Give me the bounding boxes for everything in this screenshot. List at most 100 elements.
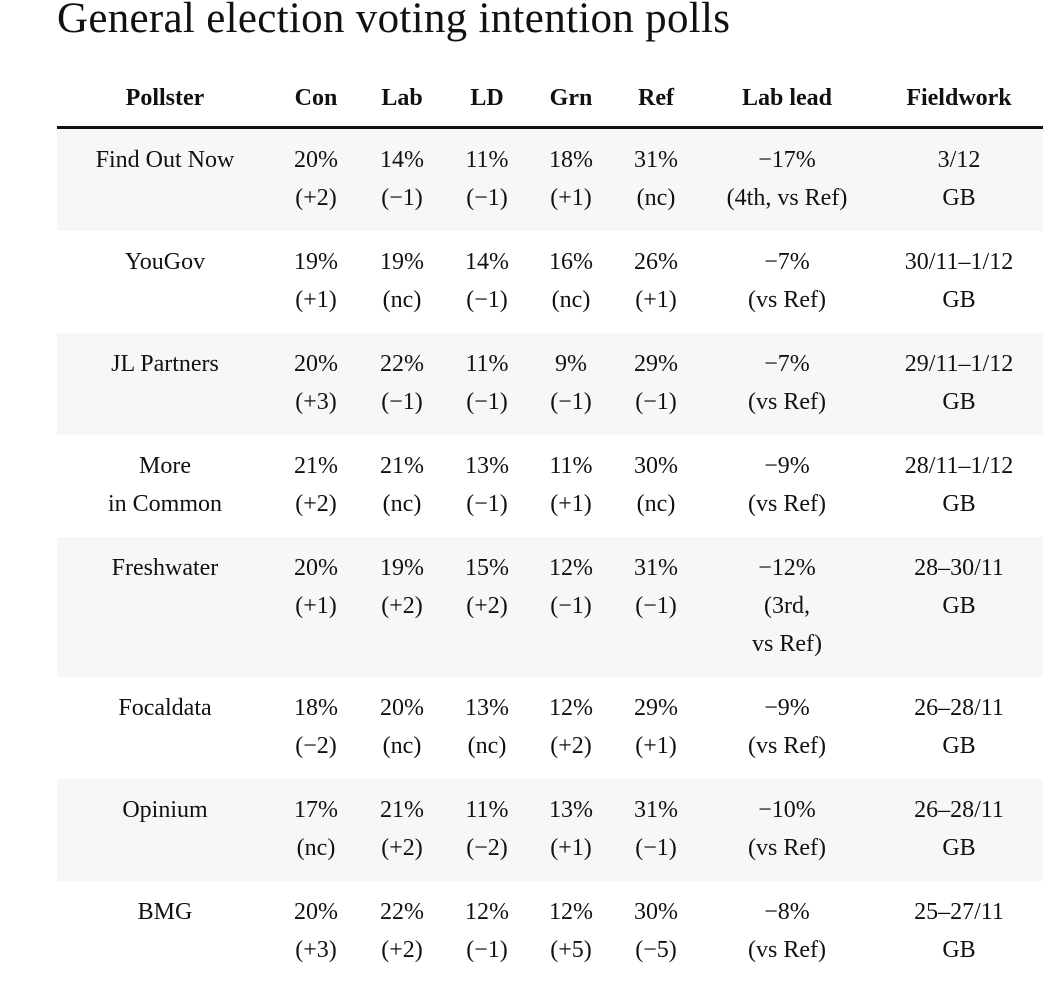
cell-line: (−1) [466, 937, 508, 963]
cell-line: (vs Ref) [748, 287, 826, 313]
table-cell: 28–30/11 GB [875, 537, 1043, 677]
table-cell: 3/12 GB [875, 127, 1043, 231]
cell-line: −17% [758, 147, 816, 173]
table-cell: 26% (+1) [613, 231, 699, 333]
table-cell: 19% (nc) [359, 231, 445, 333]
cell-line: −8% [764, 899, 810, 925]
cell-line: 29% [634, 351, 678, 377]
cell-line: −9% [764, 453, 810, 479]
cell-line: 12% [549, 555, 593, 581]
polls-table: Pollster Con Lab LD Grn Ref Lab lead Fieldwork … [57, 70, 1043, 983]
cell-line: (−1) [466, 185, 508, 211]
cell-line: (−5) [635, 937, 677, 963]
cell-line: (−2) [466, 835, 508, 861]
table-cell: Opinium [57, 779, 273, 881]
cell-line: −7% [764, 249, 810, 275]
header-row: Pollster Con Lab LD Grn Ref Lab lead Fieldwork [57, 70, 1043, 129]
table-cell: 16% (nc) [529, 231, 613, 333]
cell-line: 29/11–1/12 [904, 351, 1014, 377]
cell-line: (nc) [636, 185, 676, 211]
cell-line: (−1) [635, 593, 677, 619]
table-cell: −9% (vs Ref) [699, 435, 875, 537]
table-cell: 26–28/11 GB [875, 779, 1043, 881]
column-header: Grn [529, 70, 613, 129]
cell-line: 9% [555, 351, 587, 377]
cell-line: (−1) [635, 389, 677, 415]
table-cell: 22% (−1) [359, 333, 445, 435]
cell-line: 30/11–1/12 [904, 249, 1014, 275]
cell-line: (+2) [381, 593, 423, 619]
table-cell: 29% (+1) [613, 677, 699, 779]
cell-line: 15% [465, 555, 509, 581]
table-row: BMG 20% (+3) 22% (+2) 12% (−1) 12% (+5) 30% (−5) −8… [57, 881, 1043, 983]
table-row: Opinium 17% (nc) 21% (+2) 11% (−2) 13% (+1) 31% (−… [57, 779, 1043, 881]
cell-line: 11% [549, 453, 593, 479]
cell-line: 20% [294, 147, 338, 173]
cell-line: 11% [465, 147, 509, 173]
table-row: Focaldata 18% (−2) 20% (nc) 13% (nc) 12% (+2) 29%… [57, 677, 1043, 779]
column-header: Lab lead [699, 70, 875, 129]
cell-line: (vs Ref) [748, 835, 826, 861]
cell-line: 29% [634, 695, 678, 721]
table-cell: 20% (+2) [273, 127, 359, 231]
cell-line: BMG [137, 899, 193, 925]
cell-line: Focaldata [118, 695, 212, 721]
cell-line: 20% [380, 695, 424, 721]
table-cell: 31% (nc) [613, 127, 699, 231]
cell-line: (−1) [550, 593, 592, 619]
table-cell: −9% (vs Ref) [699, 677, 875, 779]
table-cell: 11% (−1) [445, 127, 529, 231]
cell-line: (−1) [466, 491, 508, 517]
cell-line: (+1) [295, 287, 337, 313]
cell-line: 16% [549, 249, 593, 275]
table-cell: 14% (−1) [359, 127, 445, 231]
cell-line: (+2) [381, 937, 423, 963]
cell-line: (+3) [295, 389, 337, 415]
cell-line: 19% [380, 555, 424, 581]
cell-line: (nc) [551, 287, 591, 313]
page-title: General election voting intention polls [57, 0, 731, 42]
cell-line: vs Ref) [752, 631, 822, 657]
cell-line: Find Out Now [95, 147, 235, 173]
cell-line: 20% [294, 899, 338, 925]
cell-line: 20% [294, 555, 338, 581]
cell-line: (−1) [466, 287, 508, 313]
table-cell: 12% (−1) [529, 537, 613, 677]
cell-line: 31% [634, 797, 678, 823]
cell-line: −7% [764, 351, 810, 377]
cell-line: (+2) [381, 835, 423, 861]
table-cell: 29/11–1/12 GB [875, 333, 1043, 435]
cell-line: Freshwater [111, 555, 219, 581]
cell-line: 28/11–1/12 [904, 453, 1014, 479]
cell-line: 25–27/11 [914, 899, 1004, 925]
cell-line: 31% [634, 555, 678, 581]
cell-line: 12% [549, 695, 593, 721]
cell-line: (+1) [635, 733, 677, 759]
table-cell: −10% (vs Ref) [699, 779, 875, 881]
cell-line: 22% [380, 351, 424, 377]
cell-line: (+3) [295, 937, 337, 963]
cell-line: (−1) [466, 389, 508, 415]
table-cell: 17% (nc) [273, 779, 359, 881]
cell-line: (nc) [636, 491, 676, 517]
table-cell: More in Common [57, 435, 273, 537]
table-cell: 11% (+1) [529, 435, 613, 537]
table-cell: 30/11–1/12 GB [875, 231, 1043, 333]
cell-line: GB [942, 185, 976, 211]
cell-line: (vs Ref) [748, 491, 826, 517]
cell-line: 21% [294, 453, 338, 479]
table-cell: 21% (nc) [359, 435, 445, 537]
cell-line: 18% [294, 695, 338, 721]
table-cell: 25–27/11 GB [875, 881, 1043, 983]
cell-line: (+1) [295, 593, 337, 619]
table-cell: 30% (−5) [613, 881, 699, 983]
column-header: Lab [359, 70, 445, 129]
cell-line: 14% [380, 147, 424, 173]
cell-line: (+1) [550, 185, 592, 211]
cell-line: JL Partners [111, 351, 219, 377]
cell-line: (nc) [382, 491, 422, 517]
table-cell: 12% (+2) [529, 677, 613, 779]
cell-line: (+2) [466, 593, 508, 619]
cell-line: 12% [549, 899, 593, 925]
table-row: Freshwater 20% (+1) 19% (+2) 15% (+2) 12% (−1) 31… [57, 537, 1043, 677]
